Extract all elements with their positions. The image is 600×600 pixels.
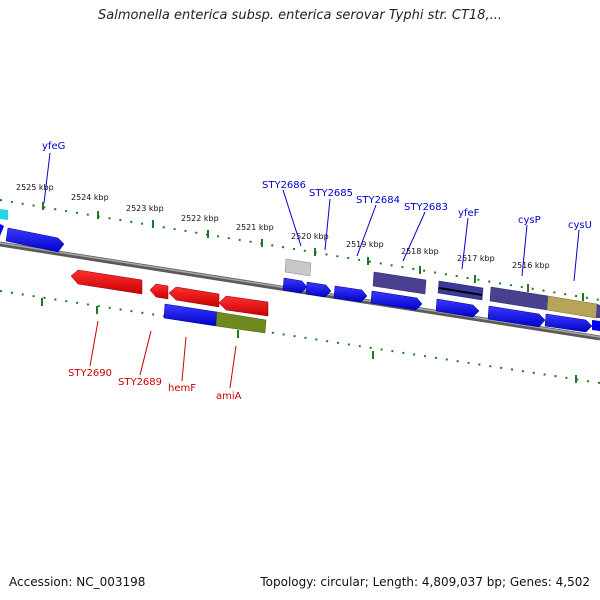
forward-tick-track (0, 199, 600, 301)
kbp-label-2522: 2522 kbp (181, 214, 219, 223)
gene-arrow-left-edge-cyan[interactable] (0, 209, 8, 220)
forward-leader-lines (43, 152, 580, 282)
gene-arrow-STY2690[interactable] (70, 269, 143, 295)
gene-label-STY2690[interactable]: STY2690 (68, 368, 112, 379)
gene-arrow-cysP-lower[interactable] (487, 305, 546, 328)
genome-info-text: Topology: circular; Length: 4,809,037 bp… (260, 575, 590, 589)
gene-label-STY2686[interactable]: STY2686 (262, 180, 306, 191)
gene-box-cysU-tail[interactable] (596, 304, 600, 318)
gene-box-STY2686[interactable] (284, 258, 312, 277)
gene-label-cysP[interactable]: cysP (518, 215, 541, 226)
gene-arrow-hemF[interactable] (168, 286, 220, 308)
gene-arrow-amiA[interactable] (218, 295, 269, 317)
gene-arrow-STY2686[interactable] (282, 277, 308, 294)
gene-box-amiA-olive[interactable] (215, 311, 267, 334)
kbp-label-2520: 2520 kbp (291, 232, 329, 241)
map-title: Salmonella enterica subsp. enterica sero… (98, 8, 502, 23)
reverse-genes (70, 269, 269, 334)
kbp-label-2525: 2525 kbp (16, 183, 54, 192)
gene-box-hemF-blue[interactable] (163, 303, 218, 327)
gene-box-cysU[interactable] (546, 295, 598, 319)
kbp-label-2521: 2521 kbp (236, 223, 274, 232)
gene-arrow-STY2689[interactable] (149, 283, 169, 300)
gene-arrow-yfeG[interactable] (5, 227, 65, 253)
accession-text: Accession: NC_003198 (9, 575, 146, 589)
gene-arrow-STY2685[interactable] (305, 281, 332, 298)
gene-label-yfeF[interactable]: yfeF (458, 208, 480, 219)
kbp-label-2517: 2517 kbp (457, 254, 495, 263)
gene-label-yfeG[interactable]: yfeG (42, 141, 65, 152)
gene-label-hemF[interactable]: hemF (168, 383, 196, 394)
gene-arrow-yfeF-lower[interactable] (435, 298, 480, 318)
kbp-label-2523: 2523 kbp (126, 204, 164, 213)
gene-label-STY2689[interactable]: STY2689 (118, 377, 162, 388)
gene-arrow-left-edge-blue[interactable] (0, 224, 4, 236)
gene-yfeF-stripe (438, 287, 483, 296)
gene-box-cysP[interactable] (489, 286, 549, 311)
kbp-label-2519: 2519 kbp (346, 240, 384, 249)
gene-label-cysU[interactable]: cysU (568, 220, 592, 231)
gene-label-STY2685[interactable]: STY2685 (309, 188, 353, 199)
reverse-leader-lines (89, 320, 237, 389)
gene-arrow-cysU-lower[interactable] (544, 313, 593, 333)
forward-genes (0, 209, 600, 333)
gene-arrow-STY2684[interactable] (333, 285, 368, 303)
gene-box-STY2683[interactable] (372, 271, 427, 295)
kbp-labels: 2525 kbp 2524 kbp 2523 kbp 2522 kbp 2521… (16, 183, 550, 270)
forward-gene-labels: yfeG STY2686 STY2685 STY2684 STY2683 yfe… (42, 141, 592, 231)
gene-label-STY2683[interactable]: STY2683 (404, 202, 448, 213)
gene-arrow-right-edge[interactable] (592, 320, 600, 331)
reverse-gene-labels: STY2690 STY2689 hemF amiA (68, 368, 242, 402)
gene-arrow-STY2683[interactable] (370, 290, 423, 311)
major-tick-marks (41, 202, 584, 383)
gene-label-amiA[interactable]: amiA (216, 391, 242, 402)
kbp-label-2524: 2524 kbp (71, 193, 109, 202)
kbp-label-2518: 2518 kbp (401, 247, 439, 256)
gene-label-STY2684[interactable]: STY2684 (356, 195, 400, 206)
kbp-label-2516: 2516 kbp (512, 261, 550, 270)
